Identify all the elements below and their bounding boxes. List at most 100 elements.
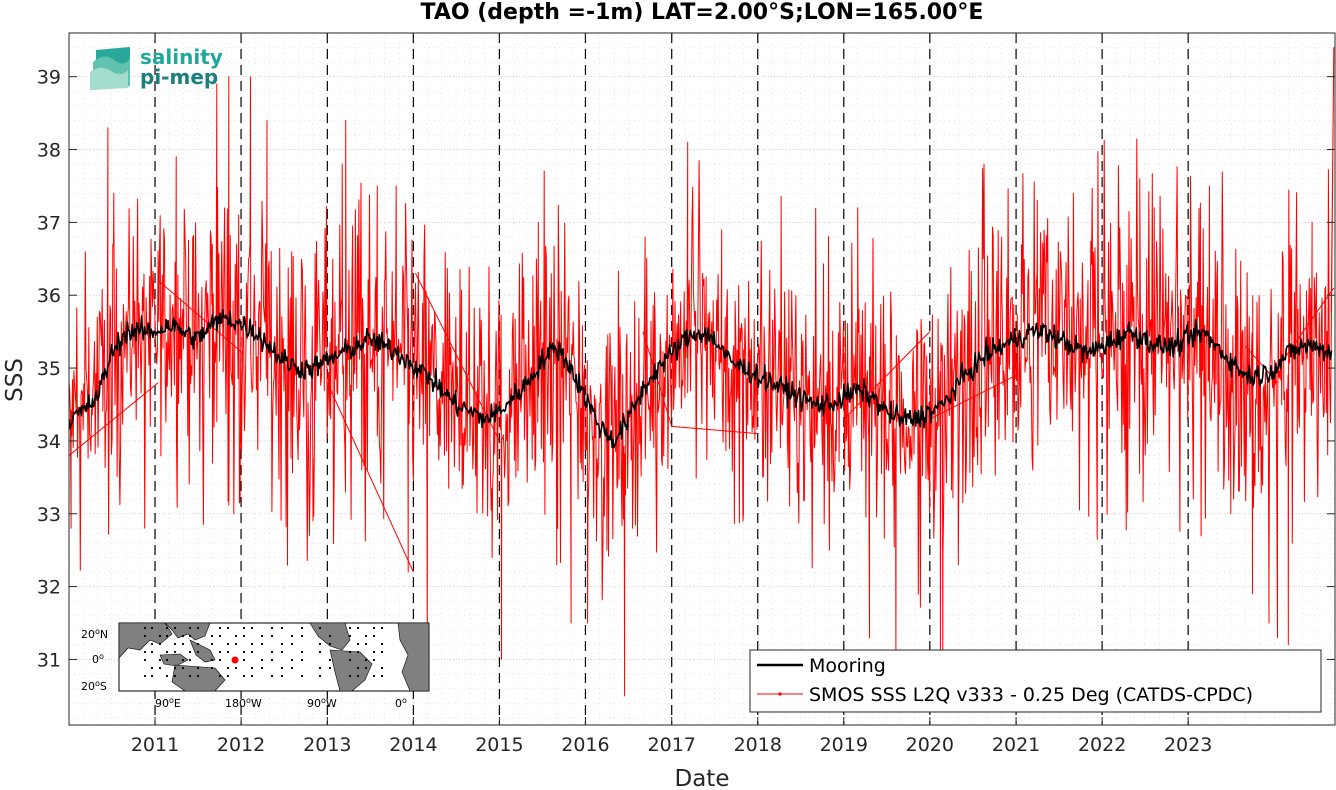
y-tick-label: 37 <box>37 212 61 234</box>
x-tick-label: 2019 <box>820 734 868 756</box>
smos-line <box>69 47 1335 697</box>
inset-dot <box>242 674 246 678</box>
inset-dot <box>234 634 238 638</box>
inset-dot <box>348 658 352 662</box>
smos-gap-connector <box>671 425 758 435</box>
inset-dot <box>356 674 360 678</box>
inset-dot <box>196 642 200 646</box>
x-axis-ticks: 2011 2012 2013 2014 2015 2016 2017 2018 2019 2020… <box>131 33 1212 756</box>
inset-dot <box>280 642 284 646</box>
inset-location-marker <box>231 656 239 664</box>
inset-dot <box>226 642 230 646</box>
inset-dot <box>348 626 352 630</box>
legend-mooring-label: Mooring <box>809 655 886 677</box>
inset-dot <box>270 674 274 678</box>
inset-dot <box>290 642 294 646</box>
y-tick-label: 31 <box>37 649 61 671</box>
inset-lat-20n: 20oN <box>81 627 108 641</box>
inset-dot <box>150 674 154 678</box>
inset-dot <box>150 666 154 670</box>
y-tick-label: 33 <box>37 504 61 526</box>
inset-dot <box>226 626 230 630</box>
inset-dot <box>143 674 147 678</box>
inset-dot <box>364 658 368 662</box>
y-axis-label: SSS <box>2 358 28 402</box>
inset-land <box>118 622 430 692</box>
y-tick-label: 35 <box>37 358 61 380</box>
inset-dot <box>218 658 222 662</box>
inset-dot <box>260 634 264 638</box>
inset-dot <box>196 666 200 670</box>
inset-dot <box>280 626 284 630</box>
inset-dot <box>318 642 322 646</box>
inset-dot <box>173 626 177 630</box>
inset-dot <box>218 674 222 678</box>
inset-dot <box>158 634 162 638</box>
inset-dot <box>150 650 154 654</box>
inset-dot <box>380 666 384 670</box>
legend-smos-label: SMOS SSS L2Q v333 - 0.25 Deg (CATDS-CPDC… <box>809 684 1253 706</box>
inset-dot <box>380 626 384 630</box>
inset-lat-0: 0o <box>92 652 104 666</box>
chart-title: TAO (depth =-1m) LAT=2.00°S;LON=165.00°E <box>421 0 984 25</box>
inset-dot <box>242 658 246 662</box>
smos-gap-connector <box>326 382 414 573</box>
x-tick-label: 2012 <box>217 734 265 756</box>
x-tick-label: 2013 <box>303 734 351 756</box>
logo-text-salinity: salinity <box>140 45 223 69</box>
inset-dot <box>165 674 169 678</box>
wave-logo-icon <box>90 47 130 90</box>
inset-dot <box>165 626 169 630</box>
inset-dot <box>226 666 230 670</box>
inset-dot <box>218 626 222 630</box>
y-tick-label: 36 <box>37 285 61 307</box>
legend: Mooring SMOS SSS L2Q v333 - 0.25 Deg (CA… <box>749 649 1322 713</box>
inset-dot <box>270 650 274 654</box>
inset-dot <box>356 642 360 646</box>
inset-dot <box>356 666 360 670</box>
inset-dot <box>143 650 147 654</box>
inset-dot <box>348 634 352 638</box>
inset-dot <box>143 658 147 662</box>
smos-gap-connector <box>158 280 244 354</box>
inset-dot <box>300 650 304 654</box>
inset-dot <box>250 642 254 646</box>
inset-dot <box>158 642 162 646</box>
inset-dot <box>318 674 322 678</box>
y-tick-label: 39 <box>37 67 61 89</box>
inset-dot <box>173 642 177 646</box>
logo-text-pi-mep: pi-mep <box>140 65 218 89</box>
inset-dot <box>364 642 368 646</box>
inset-dot <box>348 674 352 678</box>
inset-lon-90w: 90oW <box>307 696 337 710</box>
y-axis-ticks: 31 32 33 34 35 36 37 38 39 <box>37 67 1335 671</box>
inset-dot <box>372 634 376 638</box>
inset-dot <box>181 658 185 662</box>
y-tick-label: 34 <box>37 431 61 453</box>
inset-dot <box>318 626 322 630</box>
inset-dot <box>210 658 214 662</box>
inset-dot <box>260 666 264 670</box>
inset-dot <box>318 650 322 654</box>
x-tick-label: 2023 <box>1164 734 1212 756</box>
x-tick-label: 2018 <box>734 734 782 756</box>
inset-dot <box>280 674 284 678</box>
inset-dot <box>188 658 192 662</box>
inset-dot <box>196 626 200 630</box>
inset-dot <box>188 650 192 654</box>
inset-dot <box>188 634 192 638</box>
x-tick-label: 2015 <box>475 734 523 756</box>
inset-dot <box>188 626 192 630</box>
legend-smos-marker <box>778 692 782 696</box>
inset-dot <box>210 642 214 646</box>
inset-lat-20s: 20oS <box>81 679 107 693</box>
inset-dot <box>196 674 200 678</box>
inset-dot <box>226 650 230 654</box>
inset-dot <box>234 642 238 646</box>
inset-dot <box>270 626 274 630</box>
inset-dot <box>380 650 384 654</box>
inset-dot <box>290 666 294 670</box>
inset-dot <box>173 650 177 654</box>
inset-dot <box>356 650 360 654</box>
